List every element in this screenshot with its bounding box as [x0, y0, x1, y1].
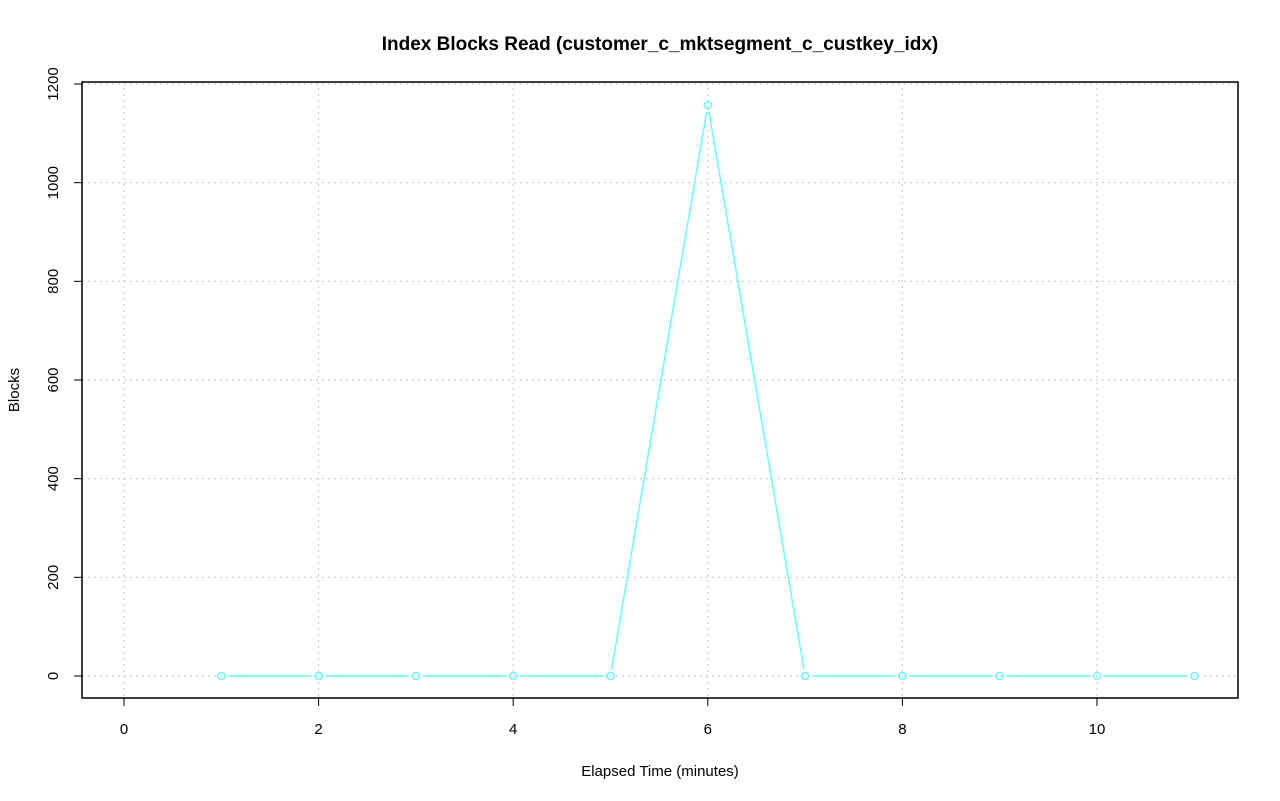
y-tick-label: 1200: [45, 67, 62, 100]
x-tick-label: 2: [314, 721, 322, 738]
y-axis-label: Blocks: [6, 368, 23, 412]
y-tick-label: 1000: [45, 166, 62, 199]
data-point: [508, 671, 518, 681]
x-tick-label: 0: [120, 721, 128, 738]
y-tick-label: 800: [45, 269, 62, 294]
y-tick-label: 0: [45, 672, 62, 680]
chart-title: Index Blocks Read (customer_c_mktsegment…: [382, 34, 939, 55]
data-point: [217, 671, 226, 681]
data-point: [995, 671, 1004, 681]
y-tick-label: 400: [45, 466, 62, 491]
x-tick-label: 4: [509, 721, 517, 738]
plot-frame: [81, 81, 1239, 699]
series-line-segment: [610, 111, 708, 670]
data-point: [800, 671, 810, 681]
data-point: [703, 100, 713, 110]
x-tick-label: 6: [704, 721, 712, 738]
series-line-segment: [708, 111, 805, 670]
x-tick-label: 8: [898, 721, 906, 738]
data-point: [1092, 671, 1102, 681]
data-point: [606, 671, 615, 681]
data-point: [411, 671, 421, 681]
x-tick-label: 10: [1089, 721, 1106, 738]
y-tick-label: 200: [45, 565, 62, 590]
data-point: [898, 671, 907, 681]
data-point: [314, 671, 323, 681]
data-point: [1190, 671, 1199, 681]
y-tick-label: 600: [45, 367, 62, 392]
x-axis-label: Elapsed Time (minutes): [581, 763, 739, 780]
